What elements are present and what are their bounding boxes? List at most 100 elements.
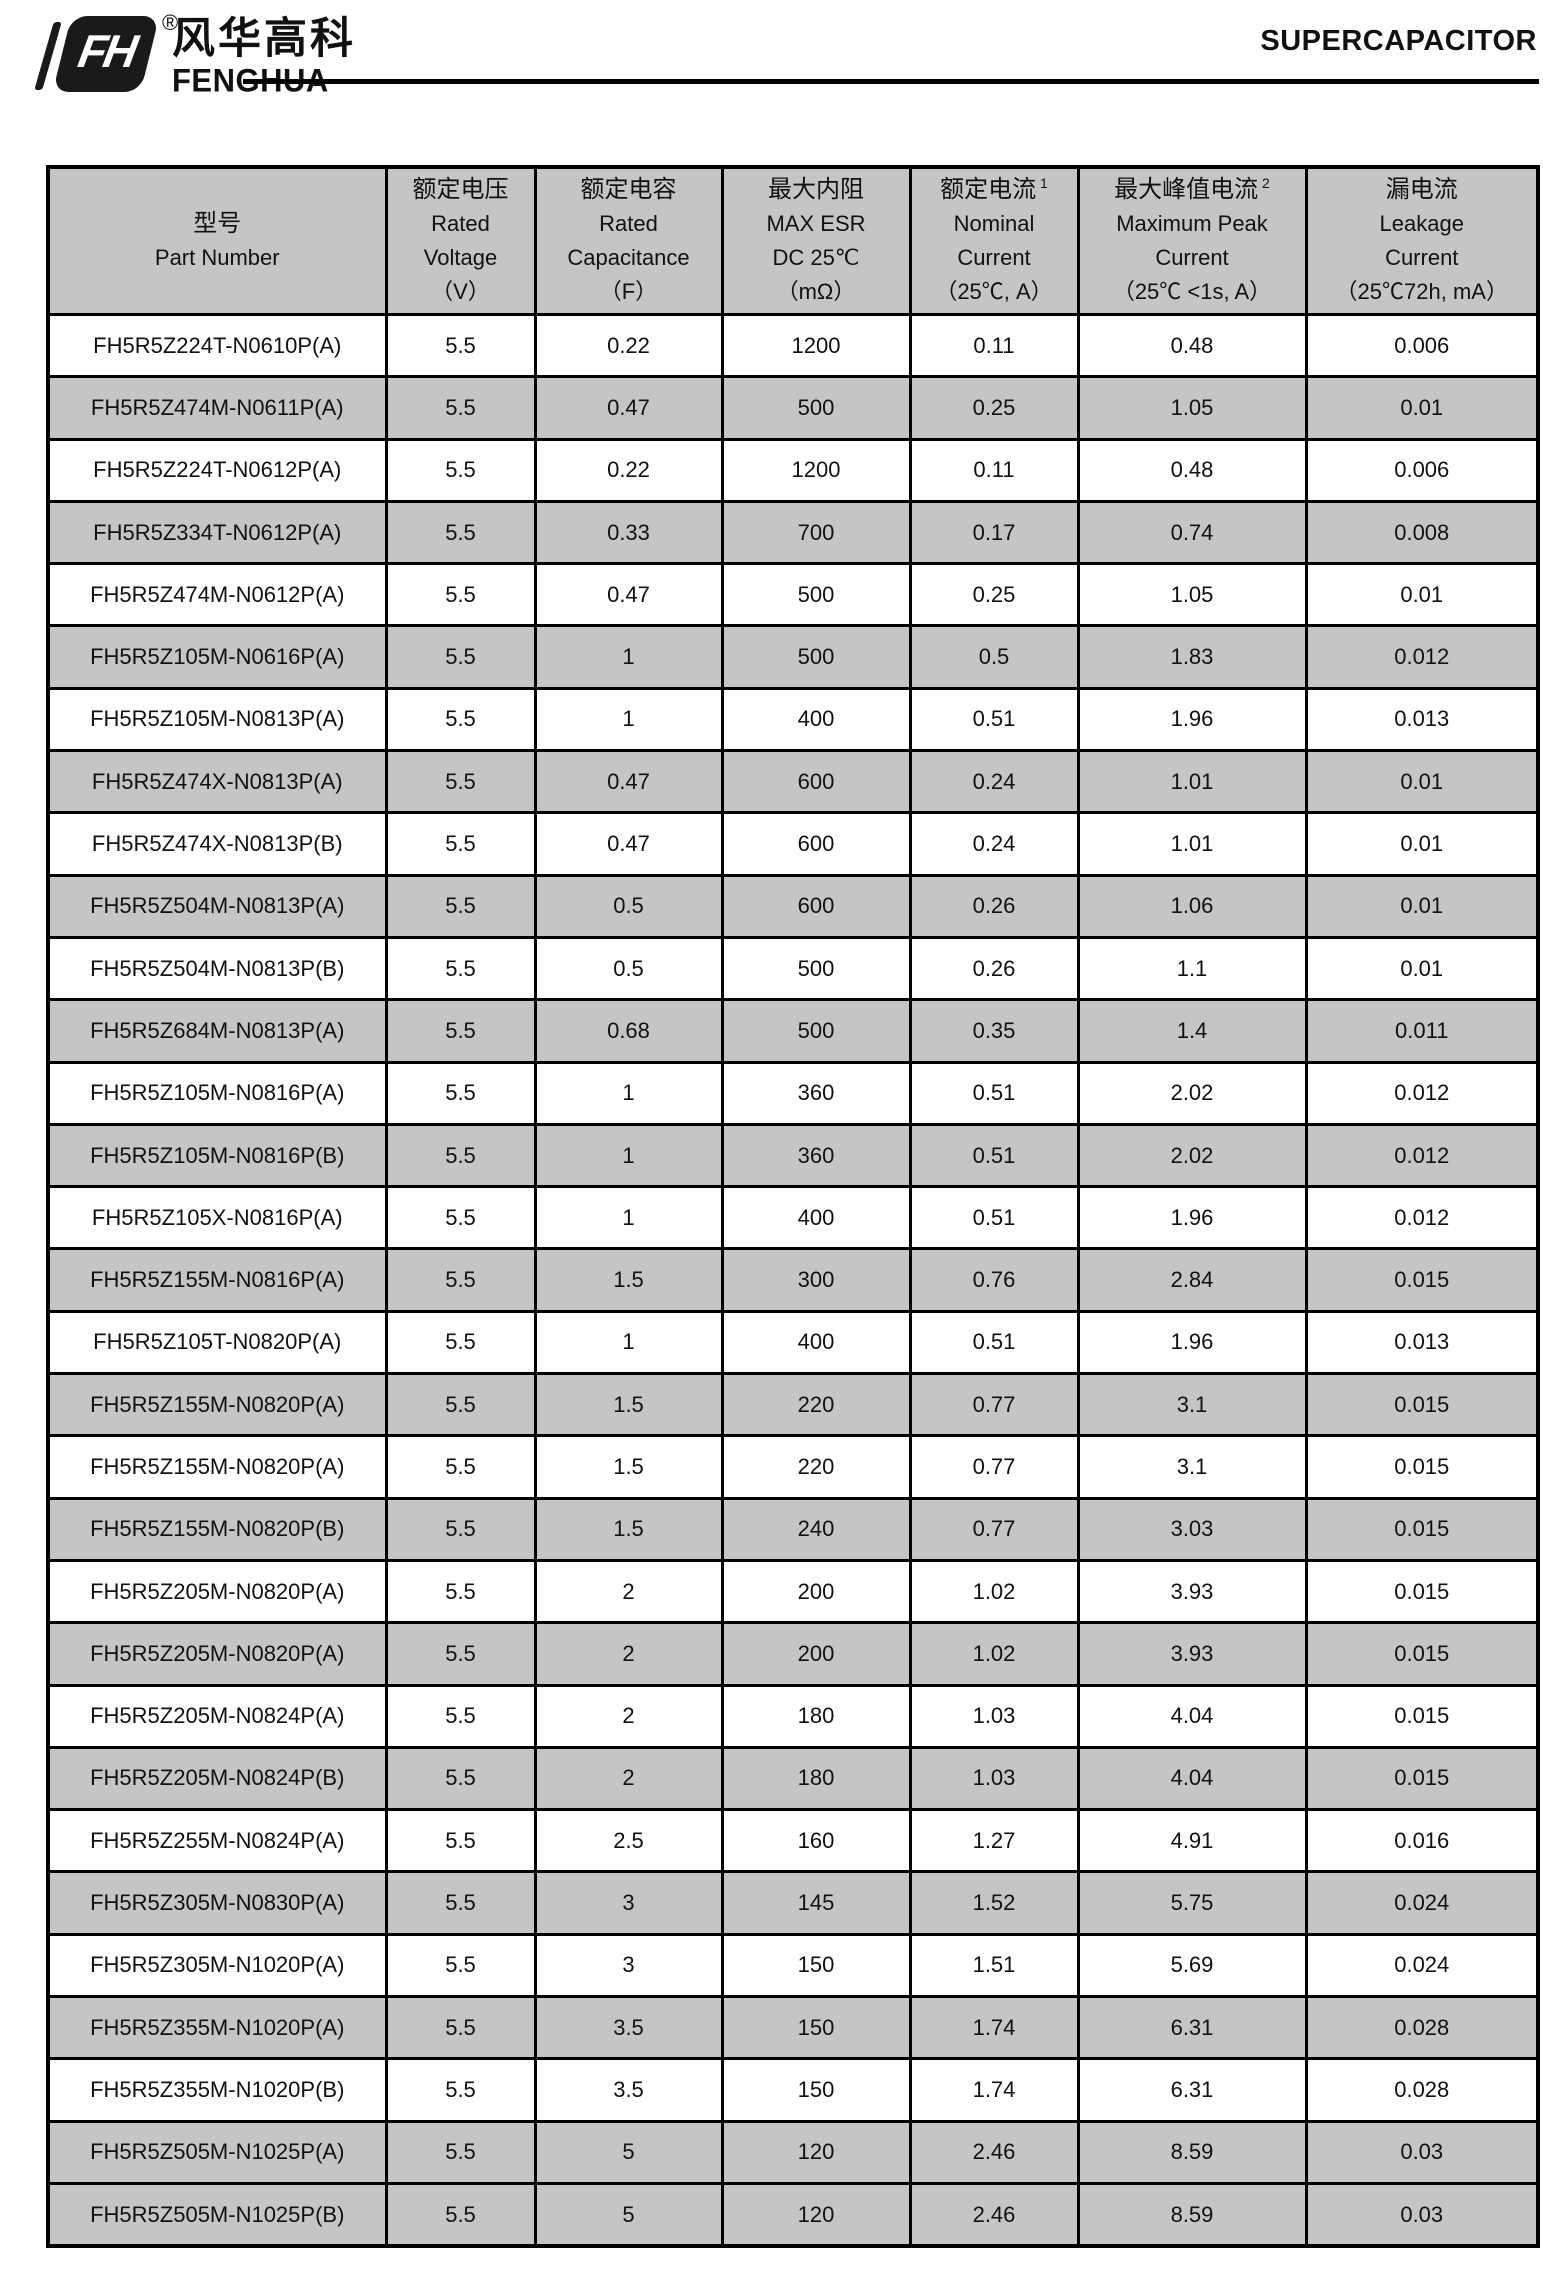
cell-part: FH5R5Z355M-N1020P(B) — [46, 2057, 388, 2123]
cell-part: FH5R5Z305M-N0830P(A) — [46, 1870, 388, 1936]
cell-peak: 6.31 — [1076, 2057, 1308, 2123]
cell-peak: 4.91 — [1076, 1808, 1308, 1874]
cell-peak: 3.93 — [1076, 1621, 1308, 1687]
column-header-line: （25℃ <1s, A） — [1112, 279, 1272, 304]
cell-nominal: 0.51 — [908, 1185, 1080, 1251]
cell-nominal: 2.46 — [908, 2119, 1080, 2185]
cell-voltage: 5.5 — [384, 1808, 537, 1874]
cell-esr: 300 — [720, 1247, 912, 1313]
table-row: FH5R5Z355M-N1020P(A) 5.5 3.5 150 1.74 6.31 0.0… — [46, 1995, 1540, 2061]
cell-peak: 3.1 — [1076, 1434, 1308, 1500]
header-divider-rule — [243, 79, 1539, 84]
cell-peak: 5.75 — [1076, 1870, 1308, 1936]
cell-esr: 360 — [720, 1060, 912, 1126]
document-title: SUPERCAPACITOR — [1260, 25, 1537, 57]
logo-body-icon: FH — [52, 16, 160, 92]
cell-nominal: 0.25 — [908, 375, 1080, 441]
column-header-line: Current — [957, 245, 1031, 270]
cell-voltage: 5.5 — [384, 2057, 537, 2123]
cell-capacitance: 0.5 — [533, 873, 724, 939]
cell-capacitance: 2 — [533, 1683, 724, 1749]
cell-capacitance: 0.33 — [533, 499, 724, 566]
cell-nominal: 0.11 — [908, 312, 1080, 379]
column-header-line: DC 25℃ — [772, 245, 860, 270]
column-header-line: Current — [1155, 245, 1229, 270]
cell-leakage: 0.012 — [1304, 1185, 1540, 1251]
table-row: FH5R5Z474X-N0813P(A) 5.5 0.47 600 0.24 1.01 0.… — [46, 749, 1540, 815]
cell-part: FH5R5Z155M-N0820P(B) — [46, 1496, 388, 1562]
cell-esr: 180 — [720, 1683, 912, 1749]
cell-voltage: 5.5 — [384, 1558, 537, 1625]
column-header-rated-voltage: 额定电压 Rated Voltage （V） — [384, 165, 537, 316]
cell-capacitance: 0.47 — [533, 375, 724, 441]
cell-voltage: 5.5 — [384, 1122, 537, 1189]
cell-peak: 4.04 — [1076, 1745, 1308, 1812]
cell-leakage: 0.011 — [1304, 998, 1540, 1064]
table-row: FH5R5Z105X-N0816P(A) 5.5 1 400 0.51 1.96 0.012 — [46, 1185, 1540, 1251]
cell-voltage: 5.5 — [384, 1247, 537, 1313]
footnote-superscript: 2 — [1258, 175, 1270, 191]
cell-leakage: 0.03 — [1304, 2119, 1540, 2185]
cell-capacitance: 3 — [533, 1870, 724, 1936]
cell-esr: 120 — [720, 2119, 912, 2185]
cell-nominal: 1.03 — [908, 1745, 1080, 1812]
cell-nominal: 0.24 — [908, 749, 1080, 815]
table-row: FH5R5Z505M-N1025P(B) 5.5 5 120 2.46 8.59 0.03 — [46, 2181, 1540, 2248]
cell-capacitance: 0.22 — [533, 437, 724, 503]
cell-part: FH5R5Z224T-N0612P(A) — [46, 437, 388, 503]
cell-nominal: 0.17 — [908, 499, 1080, 566]
column-header-max-peak-current: 最大峰值电流 2 Maximum Peak Current （25℃ <1s, A） — [1076, 165, 1308, 316]
cell-nominal: 1.74 — [908, 2057, 1080, 2123]
column-header-line: 型号 — [193, 210, 242, 237]
cell-leakage: 0.015 — [1304, 1558, 1540, 1625]
cell-leakage: 0.01 — [1304, 375, 1540, 441]
cell-leakage: 0.015 — [1304, 1745, 1540, 1812]
column-header-line: Leakage — [1379, 211, 1464, 236]
cell-peak: 2.02 — [1076, 1060, 1308, 1126]
cell-esr: 500 — [720, 562, 912, 628]
cell-peak: 8.59 — [1076, 2119, 1308, 2185]
cell-leakage: 0.006 — [1304, 312, 1540, 379]
cell-part: FH5R5Z474M-N0611P(A) — [46, 375, 388, 441]
column-header-rated-capacitance: 额定电容 Rated Capacitance （F） — [533, 165, 724, 316]
cell-esr: 150 — [720, 2057, 912, 2123]
cell-capacitance: 1.5 — [533, 1247, 724, 1313]
cell-leakage: 0.012 — [1304, 624, 1540, 690]
column-header-line: 额定电压 — [412, 176, 509, 203]
cell-nominal: 0.25 — [908, 562, 1080, 628]
cell-esr: 400 — [720, 686, 912, 753]
column-header-line: 最大峰值电流 2 — [1114, 175, 1270, 203]
cell-peak: 8.59 — [1076, 2181, 1308, 2248]
cell-esr: 700 — [720, 499, 912, 566]
cell-leakage: 0.015 — [1304, 1247, 1540, 1313]
cell-voltage: 5.5 — [384, 1060, 537, 1126]
cell-part: FH5R5Z505M-N1025P(A) — [46, 2119, 388, 2185]
cell-capacitance: 0.47 — [533, 749, 724, 815]
cell-capacitance: 1 — [533, 1185, 724, 1251]
cell-voltage: 5.5 — [384, 1496, 537, 1562]
cell-capacitance: 2 — [533, 1745, 724, 1812]
cell-nominal: 1.02 — [908, 1621, 1080, 1687]
cell-capacitance: 0.68 — [533, 998, 724, 1064]
cell-part: FH5R5Z205M-N0820P(A) — [46, 1621, 388, 1687]
cell-capacitance: 1.5 — [533, 1372, 724, 1438]
cell-capacitance: 5 — [533, 2119, 724, 2185]
cell-esr: 240 — [720, 1496, 912, 1562]
column-header-leakage-current: 漏电流 Leakage Current （25℃72h, mA） — [1304, 165, 1540, 316]
cell-voltage: 5.5 — [384, 998, 537, 1064]
cell-esr: 220 — [720, 1372, 912, 1438]
cell-esr: 145 — [720, 1870, 912, 1936]
cell-peak: 1.05 — [1076, 562, 1308, 628]
table-row: FH5R5Z224T-N0612P(A) 5.5 0.22 1200 0.11 0.48 0… — [46, 437, 1540, 503]
table-row: FH5R5Z205M-N0820P(A) 5.5 2 200 1.02 3.93 0.015 — [46, 1621, 1540, 1687]
supercapacitor-spec-table: 型号 Part Number 额定电压 Rated Voltage （V） 额定电容 Rate… — [46, 165, 1540, 2249]
cell-peak: 1.01 — [1076, 811, 1308, 877]
column-header-line: Current — [1385, 245, 1459, 270]
cell-capacitance: 3 — [533, 1932, 724, 1999]
cell-part: FH5R5Z504M-N0813P(B) — [46, 935, 388, 1002]
cell-capacitance: 0.47 — [533, 562, 724, 628]
cell-nominal: 0.76 — [908, 1247, 1080, 1313]
cell-capacitance: 1.5 — [533, 1496, 724, 1562]
cell-capacitance: 0.5 — [533, 935, 724, 1002]
